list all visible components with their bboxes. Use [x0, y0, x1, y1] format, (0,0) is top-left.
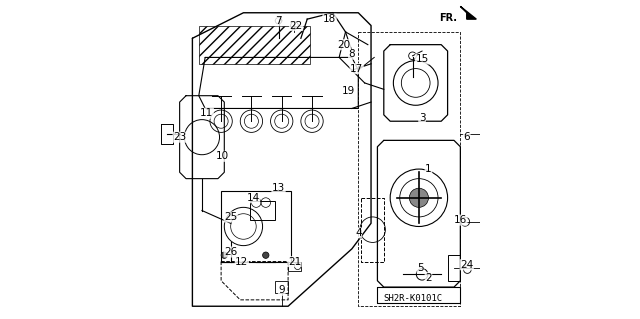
Text: 18: 18 — [323, 14, 336, 24]
Polygon shape — [460, 6, 476, 19]
Circle shape — [410, 188, 428, 207]
Text: 10: 10 — [216, 151, 229, 161]
Text: SH2R-K0101C: SH2R-K0101C — [384, 294, 443, 303]
Bar — [221, 191, 291, 262]
Bar — [199, 26, 310, 64]
Text: 15: 15 — [415, 54, 429, 64]
Text: 13: 13 — [272, 183, 285, 193]
Text: 23: 23 — [173, 132, 186, 142]
Text: 3: 3 — [419, 113, 426, 123]
Text: 12: 12 — [236, 256, 248, 267]
Bar — [250, 201, 275, 220]
Text: 22: 22 — [289, 20, 303, 31]
Bar — [288, 262, 301, 271]
Text: 5: 5 — [417, 263, 424, 273]
Bar — [447, 255, 460, 281]
Text: 8: 8 — [349, 49, 355, 59]
Bar — [275, 281, 288, 293]
Text: 1: 1 — [425, 164, 432, 174]
Text: 21: 21 — [288, 256, 301, 267]
Text: 14: 14 — [246, 193, 260, 203]
Circle shape — [262, 252, 269, 258]
Text: 17: 17 — [350, 63, 364, 74]
Text: 24: 24 — [460, 260, 474, 270]
Text: 20: 20 — [337, 40, 351, 50]
Text: 6: 6 — [463, 132, 470, 142]
Text: 11: 11 — [200, 108, 213, 118]
Text: 4: 4 — [355, 228, 362, 238]
Text: 7: 7 — [275, 16, 282, 26]
Text: 9: 9 — [278, 285, 285, 295]
Text: 2: 2 — [425, 272, 432, 283]
Circle shape — [221, 252, 227, 258]
Text: FR.: FR. — [439, 13, 457, 23]
Text: 16: 16 — [454, 215, 467, 225]
Text: 19: 19 — [342, 86, 355, 96]
Text: 25: 25 — [224, 212, 237, 222]
Text: 26: 26 — [224, 247, 237, 257]
